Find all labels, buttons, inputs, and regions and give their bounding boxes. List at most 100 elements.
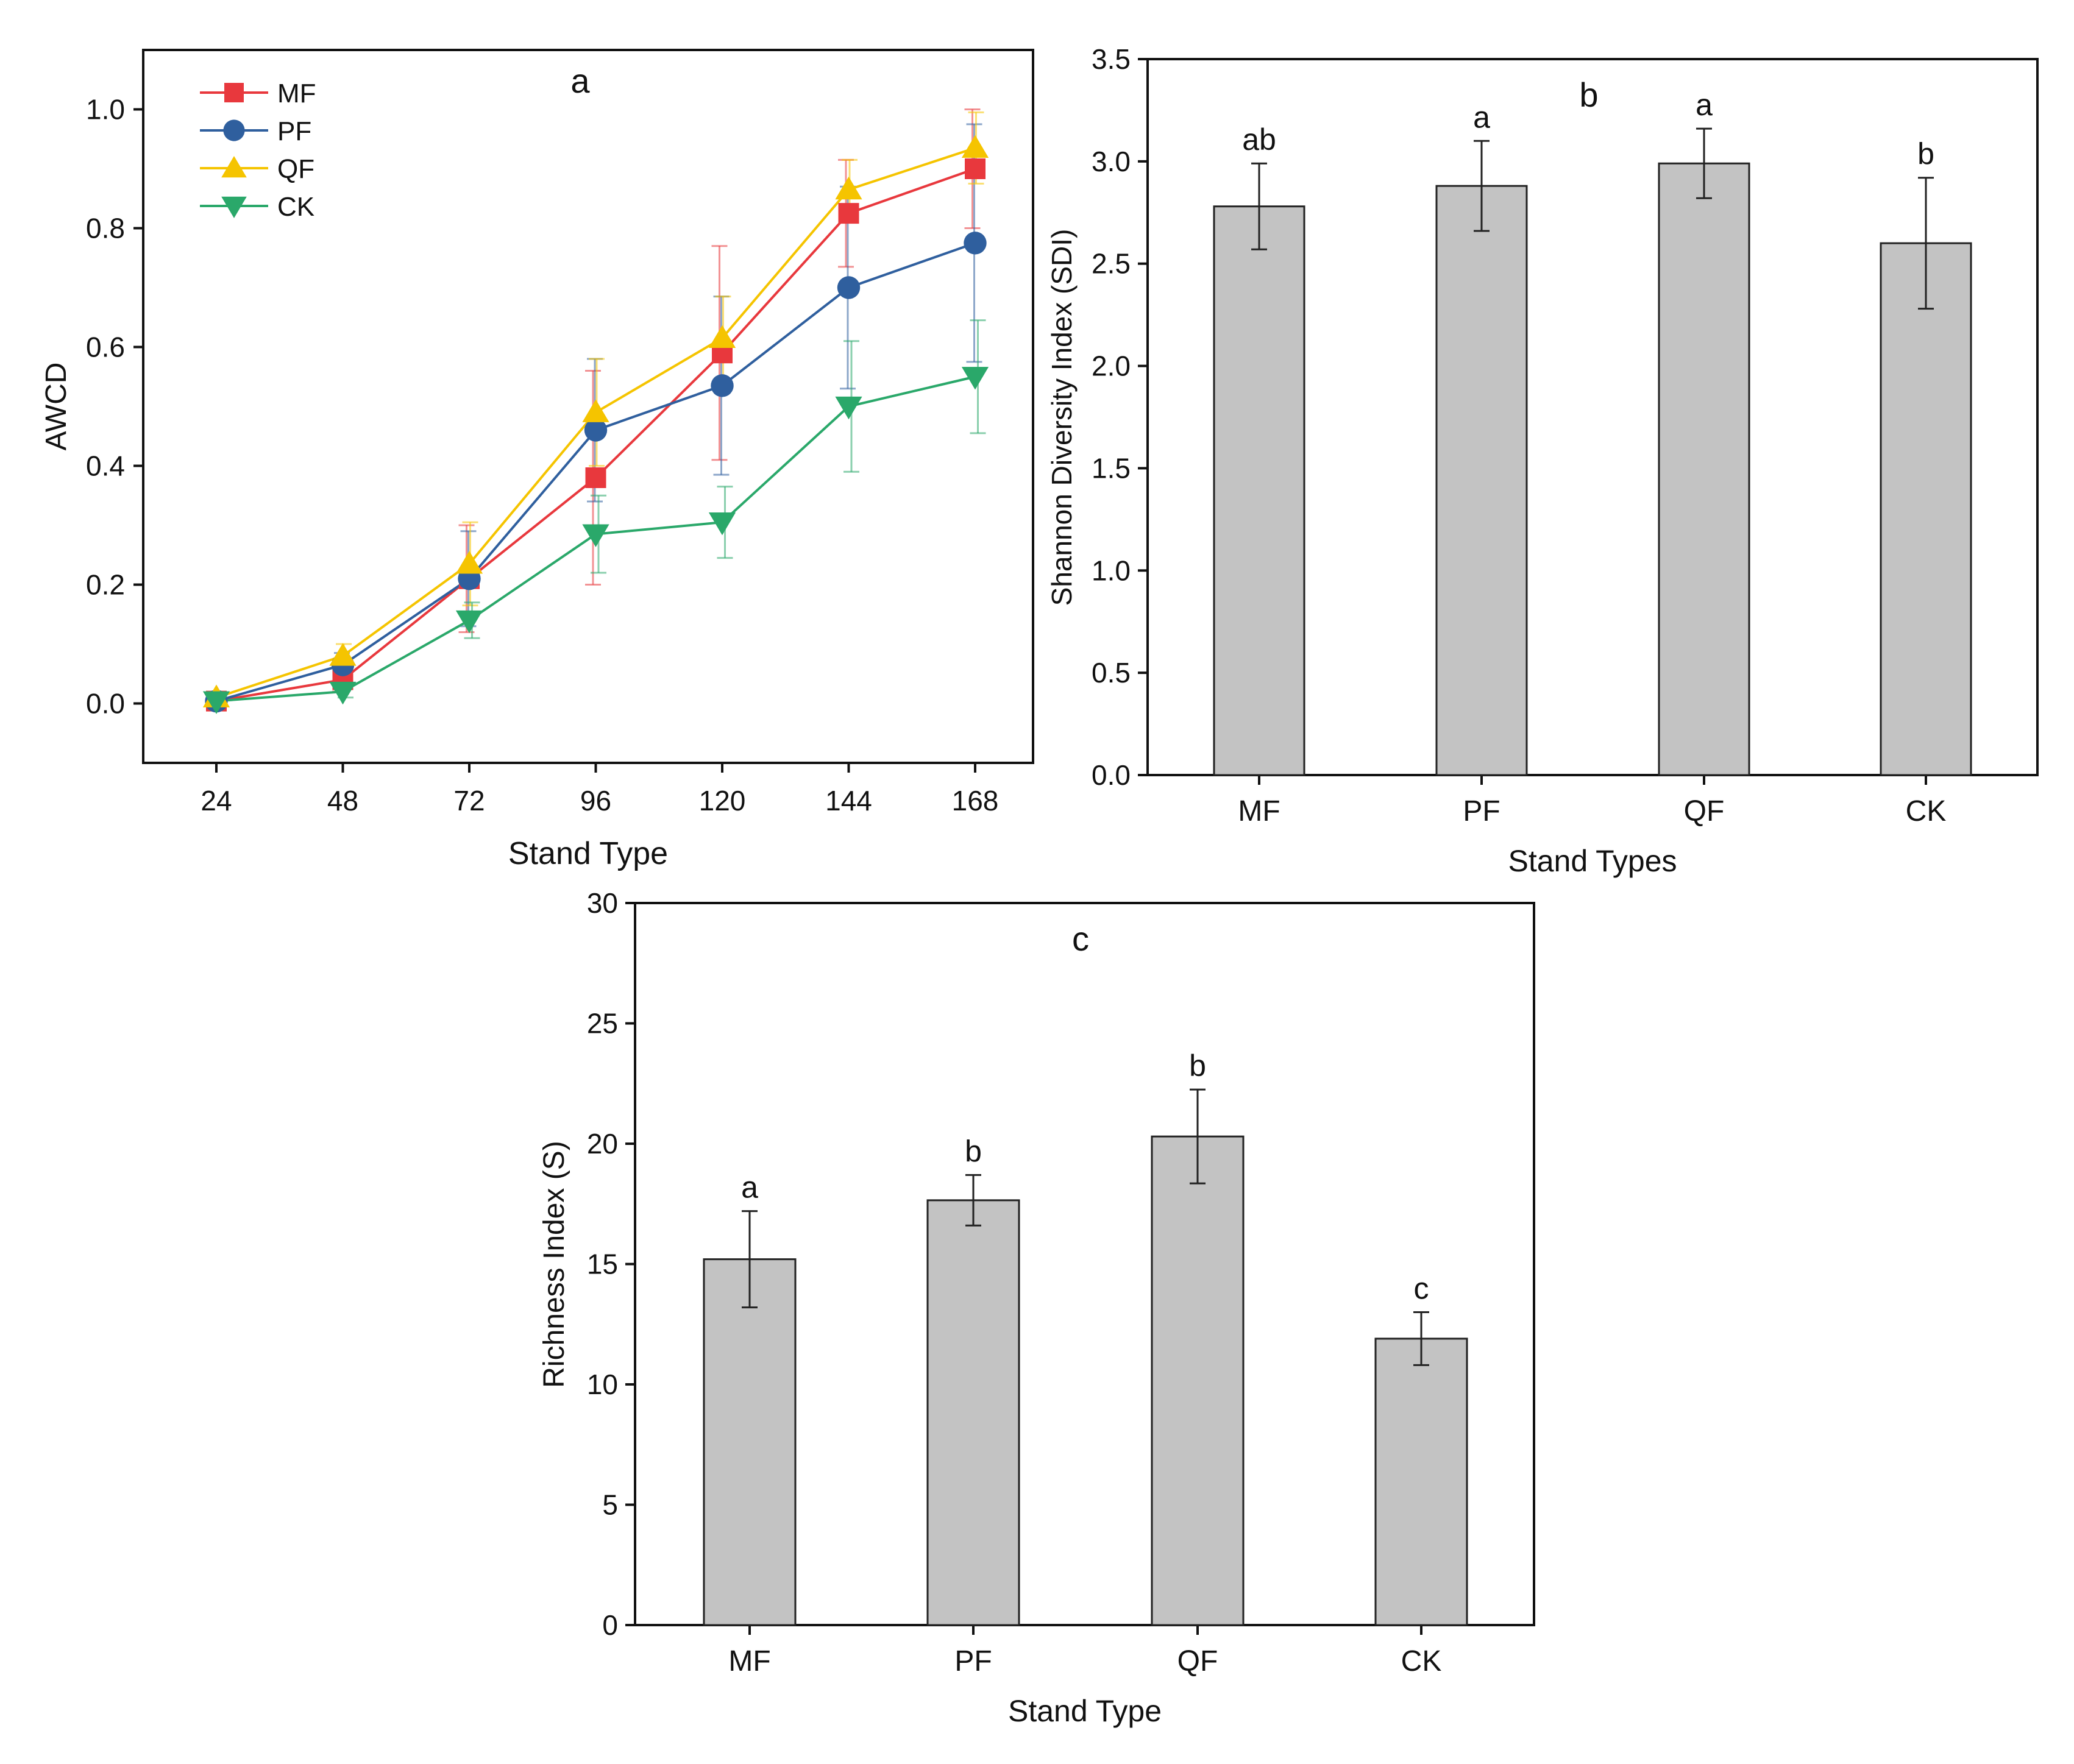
panel-a-x-tick-label: 120 — [699, 785, 746, 816]
panel-a-x-tick-label: 96 — [580, 785, 611, 816]
panel-a-point-ck — [202, 691, 230, 714]
panel-b-bar-qf — [1658, 162, 1750, 776]
panel-a-awcd-line-chart: 0.0 0.2 0.4 0.6 0.8 1.0 24 48 72 96 120 144 168 a St… — [40, 49, 1034, 871]
panel-b-y-tick-label: 3.5 — [1092, 43, 1131, 75]
panel-a-point-qf — [708, 325, 736, 349]
panel-a-markers — [202, 135, 989, 714]
panel-b-y-tick-label: 2.5 — [1092, 248, 1131, 280]
panel-c-bars: a b b c — [703, 1049, 1468, 1626]
panel-b-x-axis-label: Stand Types — [1508, 844, 1677, 878]
panel-a-axes: 0.0 0.2 0.4 0.6 0.8 1.0 24 48 72 96 120 144 168 — [86, 94, 998, 817]
panel-a-y-axis-label: AWCD — [40, 363, 73, 451]
panel-b-bar-ck — [1880, 242, 1972, 776]
panel-a-point-pf — [964, 232, 987, 255]
panel-b-significance-letter-qf: a — [1696, 88, 1713, 122]
panel-c-richness-bar-chart: 0 5 10 15 20 25 30 MF PF QF CK a b b c c Stand Type R… — [538, 887, 1535, 1728]
panel-c-y-tick-label: 15 — [587, 1249, 618, 1280]
panel-a-title: a — [570, 62, 590, 100]
panel-c-y-tick-label: 5 — [602, 1489, 618, 1521]
panel-a-point-mf — [965, 158, 986, 179]
panel-a-x-tick-label: 144 — [825, 785, 872, 816]
panel-a-x-tick-label: 48 — [327, 785, 358, 816]
panel-a-y-tick-label: 1.0 — [86, 94, 125, 126]
panel-c-bar-ck — [1374, 1337, 1468, 1626]
panel-a-x-tick-label: 168 — [952, 785, 999, 816]
panel-c-x-axis-label: Stand Type — [1008, 1694, 1162, 1728]
panel-a-legend-marker-pf — [223, 119, 245, 141]
panel-b-y-tick-label: 3.0 — [1092, 146, 1131, 177]
panel-a-point-ck — [582, 524, 609, 547]
panel-b-y-tick-label: 1.0 — [1092, 554, 1131, 586]
panel-a-point-qf — [329, 643, 357, 666]
panel-a-point-mf — [838, 203, 859, 224]
panel-a-y-tick-label: 0.4 — [86, 450, 125, 482]
panel-c-x-tick-label: CK — [1401, 1645, 1442, 1677]
panel-a-point-pf — [837, 276, 861, 299]
panel-c-y-tick-label: 10 — [587, 1369, 618, 1400]
panel-a-y-tick-label: 0.2 — [86, 569, 125, 601]
panel-a-plot-frame — [142, 49, 1034, 764]
panel-a-point-mf — [585, 467, 606, 488]
panel-c-y-tick-label: 25 — [587, 1008, 618, 1040]
panel-c-x-tick-label: PF — [954, 1645, 992, 1677]
panel-c-y-tick-label: 30 — [587, 887, 618, 919]
panel-b-y-tick-label: 0.5 — [1092, 657, 1131, 689]
panel-a-point-qf — [455, 551, 483, 574]
panel-a-x-axis-label: Stand Type — [508, 836, 668, 871]
panel-a-point-qf — [835, 176, 862, 200]
panel-a-point-qf — [961, 135, 989, 158]
panel-a-point-ck — [708, 512, 736, 536]
panel-c-y-tick-label: 20 — [587, 1128, 618, 1160]
panel-c-bar-pf — [926, 1199, 1020, 1626]
panel-b-plot-frame — [1146, 58, 2039, 776]
panel-a-legend-label-pf: PF — [277, 116, 311, 146]
panel-a-legend-label-ck: CK — [277, 192, 314, 222]
panel-c-title: c — [1072, 919, 1089, 958]
panel-c-significance-letter-qf: b — [1189, 1049, 1206, 1083]
panel-b-x-tick-label: MF — [1238, 795, 1280, 827]
panel-a-legend: MF PF QF CK — [200, 79, 316, 222]
panel-b-title: b — [1579, 76, 1598, 114]
panel-c-y-tick-label: 0 — [602, 1609, 618, 1641]
panel-a-y-tick-label: 0.6 — [86, 331, 125, 363]
panel-b-bars: aba ab — [1213, 88, 1972, 776]
panel-a-legend-label-mf: MF — [277, 79, 316, 108]
panel-c-x-tick-label: MF — [728, 1645, 770, 1677]
panel-a-point-pf — [584, 419, 608, 442]
panel-b-significance-letter-pf: a — [1473, 100, 1490, 134]
panel-a-point-ck — [455, 610, 483, 634]
panel-a-y-tick-label: 0.8 — [86, 213, 125, 244]
panel-b-y-tick-label: 2.0 — [1092, 350, 1131, 382]
panel-a-point-ck — [835, 396, 862, 420]
panel-b-axes: 0.0 0.5 1.0 1.5 2.0 2.5 3.0 3.5 MF PF QF CK — [1092, 43, 1946, 827]
panel-a-legend-marker-mf — [224, 83, 244, 102]
panel-b-x-tick-label: CK — [1906, 795, 1947, 827]
panel-b-shannon-bar-chart: 0.00.51.01.52.02.53.03.5MF PF QF CK aba ab b… — [1046, 43, 2039, 878]
panel-a-y-tick-label: 0.0 — [86, 688, 125, 720]
panel-c-significance-letter-mf: a — [741, 1171, 758, 1205]
panel-b-y-tick-label: 0.0 — [1092, 759, 1131, 791]
panel-b-significance-letter-ck: b — [1917, 137, 1934, 171]
panel-c-significance-letter-ck: c — [1414, 1272, 1429, 1306]
panel-a-point-qf — [582, 399, 609, 422]
panel-a-legend-label-qf: QF — [277, 154, 314, 184]
panel-b-x-tick-label: PF — [1463, 795, 1500, 827]
panel-a-point-pf — [711, 374, 734, 397]
panel-c-axes: 0 5 10 15 20 25 30 MF PF QF CK — [587, 887, 1442, 1677]
panel-b-x-tick-label: QF — [1684, 795, 1725, 827]
panel-c-significance-letter-pf: b — [965, 1134, 982, 1168]
panel-b-y-tick-label: 1.5 — [1092, 452, 1131, 484]
panel-a-legend-marker-qf — [221, 156, 247, 178]
panel-c-y-axis-label: Richness Index (S) — [538, 1141, 570, 1388]
panel-a-x-tick-label: 72 — [453, 785, 485, 816]
panel-a-point-ck — [961, 367, 989, 390]
panel-b-bar-pf — [1435, 185, 1528, 776]
panel-a-legend-marker-ck — [221, 196, 247, 218]
panel-b-bar-mf — [1213, 205, 1305, 776]
panel-c-x-tick-label: QF — [1177, 1645, 1218, 1677]
panel-b-y-axis-label: Shannon Diversity Index (SDI) — [1046, 229, 1078, 606]
panel-b-significance-letter-mf: ab — [1242, 122, 1276, 157]
panel-c-bar-qf — [1151, 1135, 1245, 1626]
panel-a-point-ck — [329, 681, 357, 705]
